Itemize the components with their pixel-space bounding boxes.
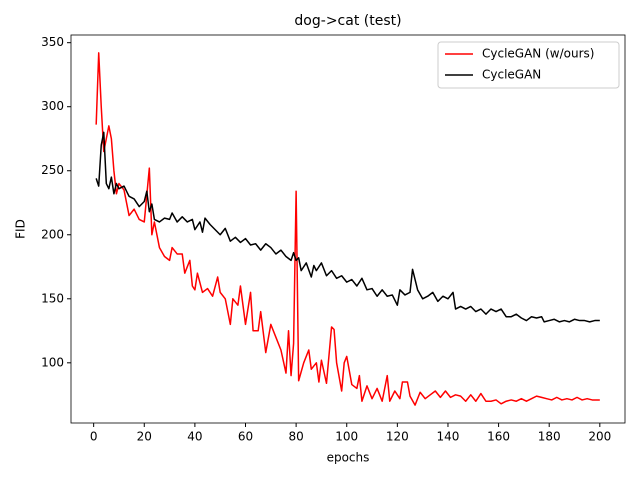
x-tick-label: 140	[437, 430, 460, 444]
line-series	[95, 131, 600, 323]
legend-label: CycleGAN (w/ours)	[482, 47, 594, 61]
x-tick-label: 180	[538, 430, 561, 444]
plot-frame	[70, 34, 626, 424]
y-tick-label: 350	[41, 35, 64, 49]
line-series	[95, 52, 600, 406]
x-tick-label: 100	[335, 430, 358, 444]
y-tick-label: 150	[41, 291, 64, 305]
legend-box	[437, 41, 620, 89]
y-tick-label: 300	[41, 99, 64, 113]
y-axis-label: FID	[14, 219, 28, 239]
x-tick-label: 80	[288, 430, 303, 444]
legend-label: CycleGAN	[482, 68, 541, 82]
y-tick-label: 200	[41, 227, 64, 241]
x-tick-label: 160	[487, 430, 510, 444]
x-tick-label: 200	[588, 430, 611, 444]
x-tick-label: 0	[90, 430, 98, 444]
x-tick-label: 120	[386, 430, 409, 444]
x-tick-label: 40	[187, 430, 202, 444]
y-tick-label: 100	[41, 355, 64, 369]
chart-title: dog->cat (test)	[294, 13, 401, 29]
x-tick-label: 20	[137, 430, 152, 444]
y-tick-label: 250	[41, 163, 64, 177]
x-axis-label: epochs	[327, 451, 370, 465]
x-tick-label: 60	[238, 430, 253, 444]
